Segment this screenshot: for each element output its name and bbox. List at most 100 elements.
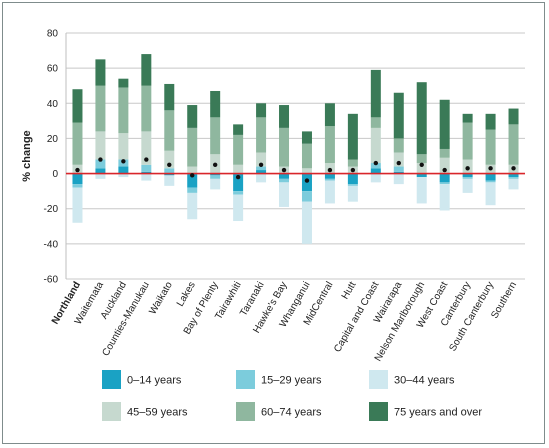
net-change-dot [98, 157, 103, 162]
net-change-dot [327, 167, 333, 173]
bar-segment [279, 173, 290, 179]
bar-segment [72, 173, 83, 185]
bar-segment [508, 178, 519, 190]
net-change-dot [419, 162, 424, 167]
bar-segment [301, 168, 312, 174]
net-change-dot [167, 162, 172, 167]
bar-segment [416, 173, 427, 178]
bar-segment [141, 164, 152, 172]
legend-label: 30–44 years [394, 375, 455, 387]
bar-segment [370, 173, 381, 183]
bar-segment [233, 194, 244, 222]
bar-segment [324, 173, 335, 179]
bar-segment [439, 157, 450, 174]
legend-swatch [369, 402, 388, 421]
bar-segment [485, 113, 496, 130]
bar-segment [141, 85, 152, 132]
net-change-dot [144, 157, 149, 162]
bar-segment [164, 150, 175, 169]
net-change-dot [75, 167, 80, 173]
bar-segment [416, 177, 427, 204]
legend-swatch [102, 370, 121, 389]
x-category-label: Hutt [340, 280, 359, 302]
bar-segment [393, 138, 404, 153]
bar-segment [233, 124, 244, 135]
bar-segment [485, 129, 496, 165]
bar-segment [508, 124, 519, 165]
bar-segment [141, 173, 152, 181]
bar-segment [118, 166, 129, 174]
bar-segment [347, 184, 358, 186]
bar-segment [95, 173, 106, 179]
net-change-dot [396, 160, 401, 166]
y-tick-label: -40 [44, 239, 59, 250]
bar-segment [370, 69, 381, 118]
bar-segment [187, 173, 198, 188]
bar-segment [72, 89, 83, 123]
bar-segment [210, 90, 221, 118]
bar-segment [301, 143, 312, 169]
legend-swatch [369, 370, 388, 389]
net-change-dot [465, 166, 470, 171]
bar-segment [370, 163, 381, 169]
y-tick-label: 20 [47, 134, 59, 145]
bar-segment [95, 85, 106, 132]
bar-segment [324, 126, 335, 164]
y-axis-title: % change [21, 130, 33, 181]
bar-segment [416, 154, 427, 164]
bar-segment [256, 170, 267, 174]
bar-segment [118, 133, 129, 160]
bar-segment [187, 105, 198, 128]
bar-segment [462, 173, 473, 178]
bar-segment [301, 191, 312, 202]
bar-segment [508, 177, 519, 179]
bar-segment [439, 99, 450, 149]
net-change-dot [212, 162, 218, 167]
bar-segment [141, 171, 152, 174]
bar-segment [118, 173, 129, 178]
bar-segment [301, 131, 312, 144]
bar-segment [141, 131, 152, 165]
bar-segment [95, 159, 106, 169]
bar-segment [210, 178, 221, 190]
y-tick-label: 80 [47, 29, 59, 40]
net-change-dot [258, 162, 264, 167]
y-tick-label: 40 [47, 99, 59, 110]
bar-segment [485, 182, 496, 206]
legend-label: 45–59 years [127, 407, 188, 419]
bar-segment [95, 59, 106, 86]
bar-segment [210, 173, 221, 176]
bar-segment [95, 131, 106, 160]
net-change-dot [350, 167, 356, 173]
bar-segment [164, 173, 175, 176]
y-tick-label: 60 [47, 64, 59, 75]
legend-swatch [236, 402, 255, 421]
bar-segment [324, 180, 335, 204]
bar-segment [439, 173, 450, 183]
bar-segment [279, 127, 290, 167]
x-category-label: Waikato [147, 280, 175, 317]
bar-segment [256, 152, 267, 167]
bar-segment [439, 184, 450, 211]
net-change-dot [304, 178, 310, 183]
bar-segment [256, 173, 267, 183]
bar-segment [279, 182, 290, 207]
net-change-dot [488, 166, 493, 171]
bar-segment [462, 177, 473, 179]
net-change-dot [373, 160, 379, 166]
bar-segment [210, 117, 221, 155]
net-change-dot [511, 166, 516, 171]
bar-segment [393, 166, 404, 172]
bar-segment [256, 117, 267, 153]
legend-label: 60–74 years [261, 407, 322, 419]
bar-segment [95, 168, 106, 174]
bar-segment [324, 178, 335, 181]
bar-segment [347, 113, 358, 160]
bar-segment [416, 163, 427, 174]
bar-segment [187, 187, 198, 193]
legend-label: 0–14 years [127, 375, 182, 387]
bar-segment [370, 117, 381, 128]
bar-segment [233, 134, 244, 165]
bar-segment [187, 127, 198, 167]
